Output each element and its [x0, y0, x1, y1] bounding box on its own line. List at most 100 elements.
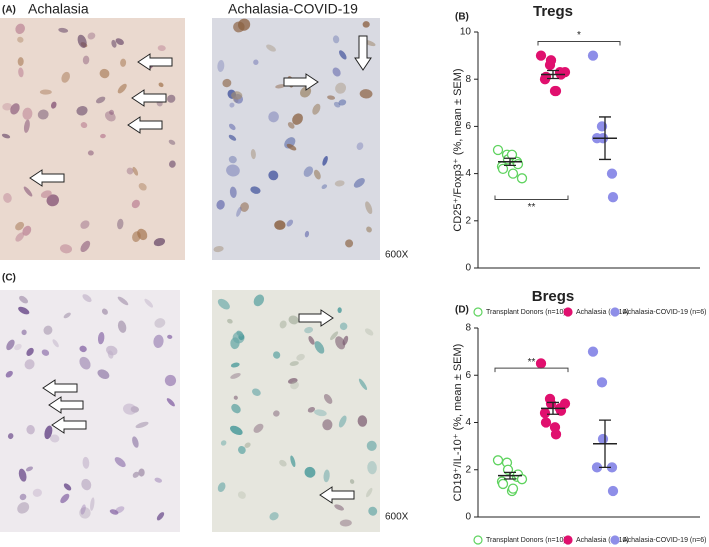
data-point	[516, 173, 528, 184]
data-point	[597, 433, 609, 445]
significance-label: *	[577, 30, 581, 41]
cell	[37, 109, 49, 120]
cell	[217, 298, 230, 310]
data-point	[507, 483, 519, 494]
legend-marker	[610, 535, 620, 545]
data-point	[587, 346, 599, 357]
cell	[268, 111, 279, 123]
cell	[154, 318, 166, 328]
y-tick-label: 4	[465, 417, 471, 428]
cell	[364, 328, 374, 336]
sem-bar	[599, 419, 611, 469]
legend-marker	[563, 535, 573, 545]
cell	[46, 194, 59, 207]
cell	[117, 320, 127, 333]
arrow	[354, 35, 372, 71]
cell	[313, 169, 321, 180]
cell	[362, 21, 370, 28]
cell	[226, 164, 240, 177]
legend-marker	[563, 307, 573, 317]
data-point	[550, 85, 562, 97]
cell	[332, 35, 340, 44]
cell	[290, 381, 299, 390]
cell	[18, 67, 24, 78]
cell	[273, 410, 280, 417]
cell	[303, 166, 314, 177]
cell	[17, 36, 24, 43]
cell	[79, 345, 87, 353]
data-point	[497, 478, 509, 490]
cell	[79, 507, 91, 519]
data-point	[506, 149, 518, 160]
cell	[153, 237, 166, 247]
data-point	[587, 50, 599, 61]
cell	[213, 245, 224, 253]
cell	[365, 201, 373, 215]
cell	[339, 519, 352, 527]
cell	[164, 374, 177, 387]
cell	[250, 186, 261, 194]
cell	[321, 184, 328, 190]
data-point	[540, 417, 552, 428]
cell	[253, 294, 265, 307]
cell	[100, 133, 106, 139]
cell	[7, 433, 14, 440]
data-point	[492, 455, 504, 466]
cell	[304, 466, 316, 478]
y-tick-label: 2	[465, 215, 471, 226]
arrow	[48, 396, 84, 414]
cell	[17, 502, 30, 514]
data-point	[535, 50, 547, 61]
cell	[275, 84, 285, 89]
cell	[227, 318, 233, 324]
cell	[288, 315, 299, 325]
legend-marker	[610, 307, 620, 317]
cell	[80, 504, 86, 515]
cell	[58, 27, 69, 33]
cell	[22, 225, 32, 236]
cell	[233, 395, 238, 400]
cell	[327, 95, 336, 100]
significance-bracket	[494, 367, 569, 373]
cell	[368, 506, 378, 516]
cell	[82, 456, 90, 469]
cell	[77, 34, 87, 48]
cell	[63, 483, 72, 491]
cell	[323, 469, 330, 483]
arrow	[42, 379, 78, 397]
cell	[167, 94, 176, 103]
arrow	[51, 416, 87, 434]
cell	[230, 372, 241, 379]
legend-label: Transplant Donors (n=10)	[486, 309, 566, 316]
cell	[338, 99, 347, 106]
cell	[61, 71, 70, 83]
legend-label: Achalasia-COVID-19 (n=6)	[623, 309, 706, 316]
cell	[339, 322, 348, 331]
cell	[157, 45, 166, 52]
sem-bar	[547, 69, 559, 80]
chart-title: Bregs	[532, 288, 575, 305]
cell	[314, 341, 325, 354]
cell	[135, 421, 149, 429]
y-tick-label: 0	[465, 263, 471, 274]
cell	[1, 133, 11, 139]
significance-label: **	[528, 357, 536, 368]
cell	[337, 307, 342, 314]
cell	[335, 336, 346, 350]
cell	[292, 113, 303, 125]
cell	[80, 240, 91, 253]
cell	[97, 369, 110, 380]
cell	[308, 336, 315, 345]
cell	[244, 442, 251, 448]
cell	[286, 143, 297, 151]
cell	[167, 334, 173, 339]
cell	[314, 409, 327, 417]
cell	[132, 166, 139, 176]
data-point	[512, 159, 524, 170]
chart-title: Tregs	[533, 3, 573, 20]
micrograph	[212, 18, 380, 260]
sem-bar	[504, 157, 516, 166]
cell	[132, 231, 141, 243]
cell	[18, 306, 30, 315]
cell	[109, 109, 115, 115]
